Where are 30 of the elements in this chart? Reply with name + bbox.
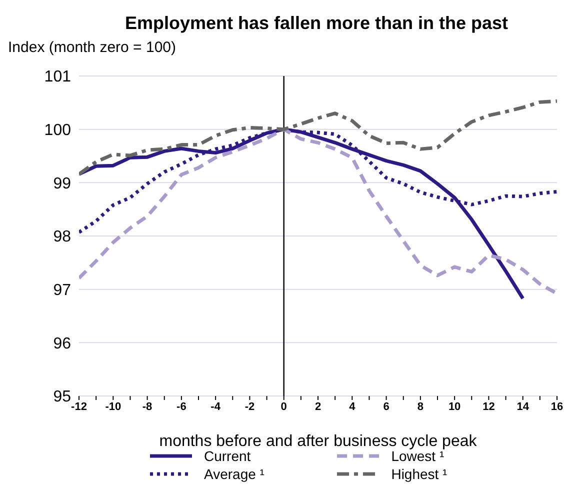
legend-label: Average ¹ — [204, 466, 264, 482]
y-tick-label: 98 — [53, 228, 72, 246]
x-tick-label: 10 — [448, 400, 461, 413]
y-axis-title: Index (month zero = 100) — [8, 38, 178, 58]
y-tick-label: 96 — [53, 335, 72, 352]
x-tick-label: 4 — [349, 400, 356, 413]
x-tick-label: -4 — [210, 400, 222, 413]
chart-title: Employment has fallen more than in the past — [124, 12, 510, 35]
x-tick-label: 16 — [550, 400, 564, 413]
x-tick-label: 0 — [280, 400, 287, 413]
x-tick-label: -2 — [244, 400, 255, 413]
y-tick-label: 100 — [44, 122, 72, 140]
legend-label: Current — [204, 448, 251, 464]
x-tick-label: -6 — [176, 400, 186, 413]
x-tick-label: -12 — [71, 400, 87, 413]
legend-label: Highest ¹ — [391, 466, 448, 482]
line-series — [79, 99, 557, 176]
x-tick-label: 8 — [417, 400, 424, 413]
y-tick-label: 99 — [53, 175, 72, 192]
y-tick-label: 97 — [53, 282, 72, 300]
x-tick-label: 14 — [516, 400, 530, 413]
y-tick-label: 101 — [44, 68, 72, 86]
x-axis-title: months before and after business cycle peak — [159, 433, 478, 450]
y-tick-label: 95 — [53, 388, 72, 406]
x-tick-label: -10 — [105, 400, 122, 413]
x-tick-label: 12 — [482, 400, 495, 413]
x-tick-label: 6 — [383, 400, 390, 413]
x-tick-label: -8 — [142, 400, 152, 413]
legend-label: Lowest ¹ — [391, 448, 444, 464]
x-tick-label: 2 — [314, 400, 322, 413]
